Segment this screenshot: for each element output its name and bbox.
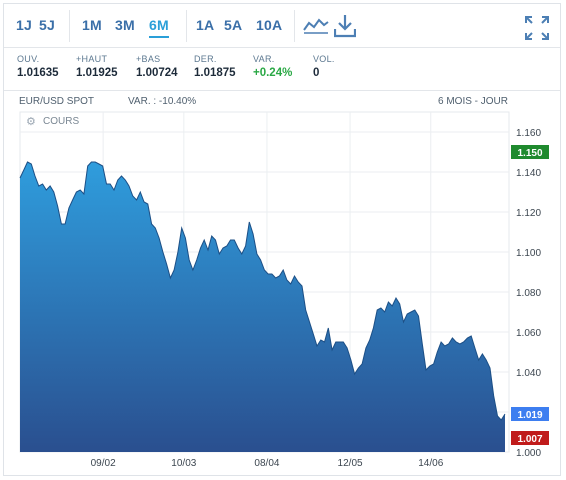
price-badge-last: 1.019	[511, 407, 549, 421]
x-tick-label: 12/05	[338, 458, 363, 469]
stat-label: VOL.	[313, 54, 335, 64]
y-tick-label: 1.060	[516, 328, 541, 339]
period-button-3m[interactable]: 3M	[115, 17, 135, 33]
y-tick-label: 1.100	[516, 248, 541, 259]
y-tick-label: 1.120	[516, 208, 541, 219]
stat-3: DER. 1.01875	[194, 54, 236, 79]
period-button-5a[interactable]: 5A	[224, 17, 243, 33]
stat-4: VAR. +0.24%	[253, 54, 292, 79]
svg-text:1.019: 1.019	[517, 410, 542, 421]
stat-value: 1.01875	[194, 67, 236, 79]
price-badge-high: 1.150	[511, 145, 549, 159]
x-tick-label: 10/03	[171, 458, 196, 469]
legend: ⚙ COURS	[26, 115, 79, 128]
period-button-1a[interactable]: 1A	[196, 17, 215, 33]
stat-label: +HAUT	[76, 54, 108, 64]
stat-5: VOL. 0	[313, 54, 335, 79]
stat-value: 0	[313, 67, 320, 79]
y-tick-label: 1.080	[516, 288, 541, 299]
stat-label: DER.	[194, 54, 217, 64]
stat-0: OUV. 1.01635	[17, 54, 59, 79]
range-label: 6 MOIS - JOUR	[438, 96, 509, 107]
y-tick-label: 1.040	[516, 368, 541, 379]
period-button-1m[interactable]: 1M	[82, 17, 102, 33]
period-button-10a[interactable]: 10A	[256, 17, 283, 33]
period-button-1j[interactable]: 1J	[16, 17, 32, 33]
stat-1: +HAUT 1.01925	[76, 54, 118, 79]
stat-label: +BAS	[136, 54, 161, 64]
period-button-5j[interactable]: 5J	[39, 17, 55, 33]
chart-header: EUR/USD SPOT VAR. : -10.40% 6 MOIS - JOU…	[4, 94, 560, 110]
x-tick-label: 14/06	[418, 458, 443, 469]
expand-icon[interactable]	[524, 15, 550, 46]
legend-label: COURS	[43, 116, 79, 127]
y-tick-label: 1.160	[516, 128, 541, 139]
stat-value: +0.24%	[253, 67, 293, 79]
stats-row: OUV. 1.01635 +HAUT 1.01925 +BAS 1.00724 DER. 1.…	[4, 49, 560, 91]
variation-label: VAR. : -10.40%	[128, 96, 197, 107]
chart-type-icon[interactable]	[303, 14, 329, 41]
stat-value: 1.01925	[76, 67, 118, 79]
stat-label: OUV.	[17, 54, 40, 64]
svg-text:1.007: 1.007	[517, 434, 542, 445]
toolbar: 1J 5J 1M 3M 6M 1A 5A 10A	[4, 4, 560, 48]
y-tick-label: 1.000	[516, 448, 541, 459]
period-button-6m[interactable]: 6M	[149, 17, 169, 38]
price-chart[interactable]: ⚙ COURS 1.160 1.140 1.120 1.100 1.080 1.060 1.04…	[4, 110, 560, 476]
download-icon[interactable]	[333, 14, 357, 43]
instrument-name: EUR/USD SPOT	[19, 96, 95, 107]
chart-widget: 1J 5J 1M 3M 6M 1A 5A 10A	[3, 3, 561, 476]
stat-2: +BAS 1.00724	[136, 54, 178, 79]
stat-value: 1.01635	[17, 67, 59, 79]
x-tick-label: 09/02	[91, 458, 116, 469]
y-tick-label: 1.140	[516, 168, 541, 179]
x-tick-label: 08/04	[254, 458, 279, 469]
stat-value: 1.00724	[136, 67, 178, 79]
price-line	[19, 161, 506, 421]
price-badge-low: 1.007	[511, 431, 549, 445]
svg-text:1.150: 1.150	[517, 148, 542, 159]
settings-icon[interactable]: ⚙	[26, 115, 36, 128]
price-area	[20, 162, 505, 452]
stat-label: VAR.	[253, 54, 275, 64]
